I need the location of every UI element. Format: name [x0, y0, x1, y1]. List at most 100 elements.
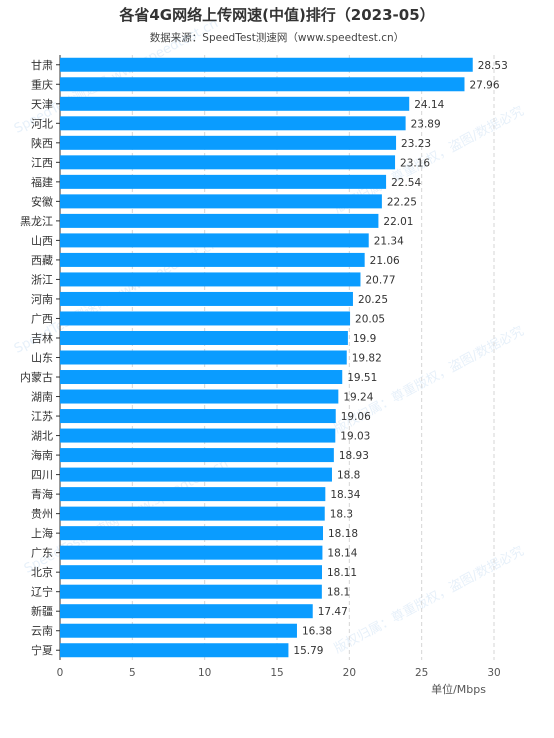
value-label: 19.03 [340, 431, 370, 443]
value-label: 20.77 [365, 274, 395, 286]
value-label: 23.89 [411, 118, 441, 130]
category-label: 四川 [31, 469, 53, 482]
category-label: 北京 [31, 565, 53, 579]
chart-subtitle: 数据来源：SpeedTest测速网（www.speedtest.cn） [149, 32, 405, 44]
value-label: 23.16 [400, 157, 430, 169]
x-axis-label: 单位/Mbps [431, 682, 486, 696]
value-label: 18.14 [327, 548, 357, 560]
value-label: 16.38 [302, 626, 332, 638]
value-label: 22.54 [391, 177, 421, 189]
category-label: 西藏 [31, 254, 53, 267]
category-label: 山东 [31, 352, 53, 365]
category-label: 江苏 [31, 410, 53, 423]
bar [60, 116, 406, 131]
value-label: 18.93 [339, 450, 369, 462]
bar [60, 252, 365, 267]
value-label: 18.18 [328, 528, 358, 540]
value-label: 19.82 [352, 353, 382, 365]
bar [60, 77, 465, 92]
category-label: 上海 [31, 526, 53, 540]
bar [60, 643, 289, 658]
value-label: 20.05 [355, 313, 385, 325]
category-label: 宁夏 [31, 643, 53, 657]
category-label: 广西 [31, 312, 53, 325]
value-label: 21.06 [370, 255, 400, 267]
category-label: 山西 [31, 234, 53, 247]
bar [60, 370, 343, 385]
category-label: 浙江 [31, 273, 53, 286]
value-label: 20.25 [358, 294, 388, 306]
value-label: 17.47 [318, 606, 348, 618]
bar [60, 584, 322, 599]
x-tick-label: 10 [198, 667, 211, 679]
value-label: 19.9 [353, 333, 376, 345]
bar [60, 135, 397, 150]
value-label: 18.34 [330, 489, 360, 501]
x-tick-label: 20 [343, 667, 356, 679]
bar [60, 526, 324, 541]
category-label: 江西 [31, 156, 53, 169]
bar [60, 96, 410, 111]
category-label: 天津 [31, 98, 53, 111]
category-label: 重庆 [31, 77, 53, 91]
category-label: 河北 [31, 117, 53, 130]
category-label: 海南 [31, 448, 53, 462]
category-label: 黑龙江 [20, 215, 53, 228]
value-label: 18.1 [327, 587, 350, 599]
category-label: 广东 [31, 547, 53, 560]
category-label: 湖北 [31, 430, 53, 443]
bar [60, 272, 361, 287]
bar [60, 57, 473, 72]
bar [60, 155, 396, 170]
bar [60, 565, 322, 580]
category-label: 甘肃 [31, 59, 53, 72]
x-tick-label: 0 [57, 667, 64, 679]
bar [60, 545, 323, 560]
value-label: 18.3 [330, 509, 353, 521]
x-tick-label: 15 [270, 667, 283, 679]
bar [60, 233, 369, 248]
bar [60, 350, 347, 365]
category-label: 辽宁 [31, 585, 53, 599]
value-label: 24.14 [414, 99, 444, 111]
category-label: 内蒙古 [20, 370, 53, 384]
value-label: 18.11 [327, 567, 357, 579]
category-label: 陕西 [31, 136, 53, 150]
value-label: 18.8 [337, 470, 360, 482]
category-label: 新疆 [31, 604, 53, 618]
value-label: 15.79 [293, 645, 323, 657]
bar [60, 174, 387, 189]
x-tick-label: 30 [487, 667, 500, 679]
category-label: 贵州 [31, 508, 53, 521]
bar [60, 487, 326, 502]
bar [60, 389, 339, 404]
bar [60, 604, 313, 619]
bar [60, 194, 382, 209]
bar [60, 291, 353, 306]
bar [60, 311, 351, 326]
bar [60, 506, 325, 521]
bar [60, 428, 336, 443]
x-tick-label: 25 [415, 667, 428, 679]
bar [60, 213, 379, 228]
category-label: 青海 [31, 487, 53, 501]
value-label: 22.25 [387, 196, 417, 208]
category-label: 吉林 [31, 331, 53, 345]
value-label: 23.23 [401, 138, 431, 150]
bar [60, 623, 297, 638]
category-label: 安徽 [31, 194, 53, 208]
bar [60, 448, 334, 463]
value-label: 21.34 [374, 235, 404, 247]
value-label: 27.96 [469, 79, 499, 91]
category-label: 河南 [31, 293, 53, 306]
x-tick-label: 5 [129, 667, 136, 679]
chart-title: 各省4G网络上传网速(中值)排行（2023-05） [119, 6, 435, 24]
category-label: 福建 [31, 175, 53, 189]
bar [60, 330, 348, 345]
value-label: 28.53 [478, 60, 508, 72]
category-label: 云南 [31, 625, 53, 638]
value-label: 19.24 [343, 392, 373, 404]
value-label: 19.06 [341, 411, 371, 423]
bar [60, 467, 332, 482]
